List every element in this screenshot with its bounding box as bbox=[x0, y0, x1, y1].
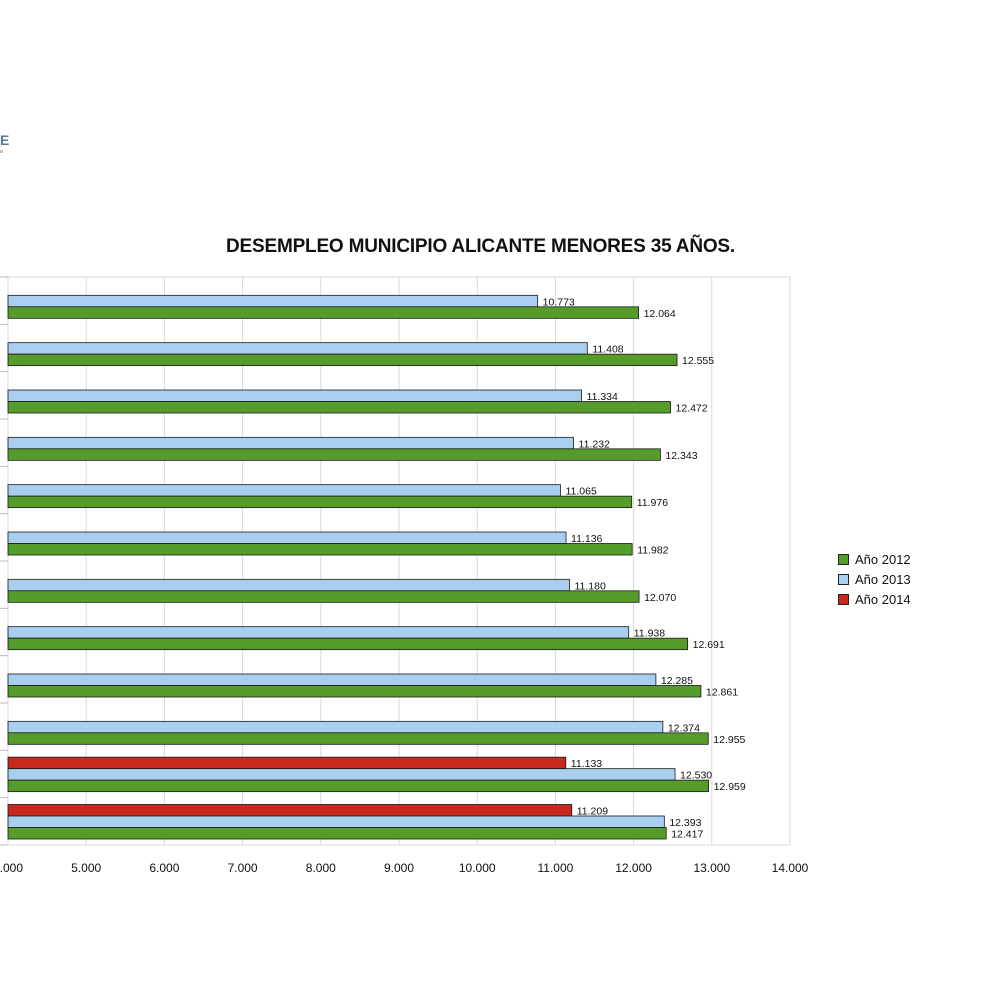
chart-title: DESEMPLEO MUNICIPIO ALICANTE MENORES 35 … bbox=[226, 236, 735, 257]
bar-año-2013 bbox=[7, 484, 561, 497]
data-label: 12.343 bbox=[665, 450, 697, 462]
legend-label: Año 2014 bbox=[855, 592, 911, 607]
data-label: 11.982 bbox=[637, 545, 668, 557]
data-label: 12.861 bbox=[706, 687, 738, 699]
bar-año-2012 bbox=[7, 543, 633, 556]
x-tick-label: 11.000 bbox=[537, 861, 573, 875]
x-tick-label: 14.000 bbox=[772, 861, 809, 875]
x-tick-label: 8.000 bbox=[306, 861, 336, 875]
bar-año-2012 bbox=[7, 495, 633, 509]
logo-letter: E bbox=[0, 132, 10, 148]
data-label: 11.180 bbox=[574, 580, 605, 592]
bar-año-2012 bbox=[7, 827, 667, 840]
data-label: 11.976 bbox=[637, 497, 668, 509]
x-tick-label: 9.000 bbox=[384, 861, 414, 875]
data-label: 10.773 bbox=[543, 296, 575, 308]
legend-item: Año 2014 bbox=[838, 592, 958, 612]
x-tick-label: 6.000 bbox=[149, 861, 179, 875]
legend-label: Año 2013 bbox=[855, 572, 911, 587]
data-label: 12.959 bbox=[714, 781, 746, 793]
x-tick-label: 5.000 bbox=[71, 861, 101, 875]
bar-año-2013 bbox=[7, 531, 567, 544]
data-label: 12.285 bbox=[661, 675, 693, 687]
bar-año-2012 bbox=[7, 779, 709, 793]
data-label: 12.472 bbox=[676, 403, 708, 415]
bar-año-2012 bbox=[7, 590, 640, 603]
bar-año-2013 bbox=[7, 436, 574, 450]
bar-año-2012 bbox=[7, 732, 709, 745]
x-tick-label: 7.000 bbox=[228, 861, 258, 875]
logo-subtext: o bbox=[0, 149, 4, 155]
bar-año-2013 bbox=[7, 294, 539, 308]
data-label: 12.417 bbox=[671, 829, 703, 841]
bar-año-2014 bbox=[7, 804, 573, 817]
bar-año-2013 bbox=[7, 626, 630, 639]
data-label: 12.374 bbox=[668, 722, 700, 734]
data-label: 11.136 bbox=[571, 533, 602, 545]
legend-item: Año 2013 bbox=[838, 572, 958, 592]
data-label: 12.555 bbox=[682, 355, 714, 367]
data-label: 12.064 bbox=[644, 308, 676, 320]
bar-año-2012 bbox=[7, 685, 702, 698]
legend-swatch bbox=[838, 574, 849, 585]
bar-año-2013 bbox=[7, 815, 665, 828]
x-tick-label: 10.000 bbox=[459, 861, 496, 875]
legend-swatch bbox=[838, 594, 849, 605]
data-label: 12.070 bbox=[644, 592, 676, 604]
x-tick-label: 12.000 bbox=[615, 861, 652, 875]
data-label: 11.133 bbox=[571, 758, 602, 770]
bar-año-2012 bbox=[7, 353, 678, 367]
data-label: 11.334 bbox=[587, 391, 618, 403]
bar-año-2012 bbox=[7, 401, 671, 414]
data-label: 11.209 bbox=[577, 806, 608, 818]
bar-año-2014 bbox=[7, 756, 567, 770]
legend-item: Año 2012 bbox=[838, 552, 958, 572]
data-label: 11.408 bbox=[592, 344, 623, 356]
bar-año-2013 bbox=[7, 673, 657, 686]
data-label: 11.232 bbox=[579, 438, 610, 450]
x-tick-label: 4.000 bbox=[0, 861, 23, 875]
bar-año-2013 bbox=[7, 720, 664, 734]
legend-swatch bbox=[838, 554, 849, 565]
data-label: 12.691 bbox=[693, 639, 725, 651]
bar-año-2012 bbox=[7, 448, 661, 461]
chart-legend: Año 2012 Año 2013 Año 2014 bbox=[838, 552, 958, 612]
bar-año-2013 bbox=[7, 389, 582, 402]
data-label: 11.938 bbox=[634, 628, 665, 640]
bar-año-2013 bbox=[7, 768, 676, 781]
legend-label: Año 2012 bbox=[855, 552, 911, 567]
data-label: 12.530 bbox=[680, 770, 712, 782]
bar-año-2012 bbox=[7, 637, 689, 651]
bar-año-2013 bbox=[7, 342, 588, 355]
x-tick-label: 13.000 bbox=[693, 861, 730, 875]
data-label: 11.065 bbox=[565, 486, 596, 498]
data-label: 12.955 bbox=[713, 734, 745, 746]
bar-año-2013 bbox=[7, 578, 570, 592]
bar-año-2012 bbox=[7, 306, 640, 319]
data-label: 12.393 bbox=[669, 817, 701, 829]
